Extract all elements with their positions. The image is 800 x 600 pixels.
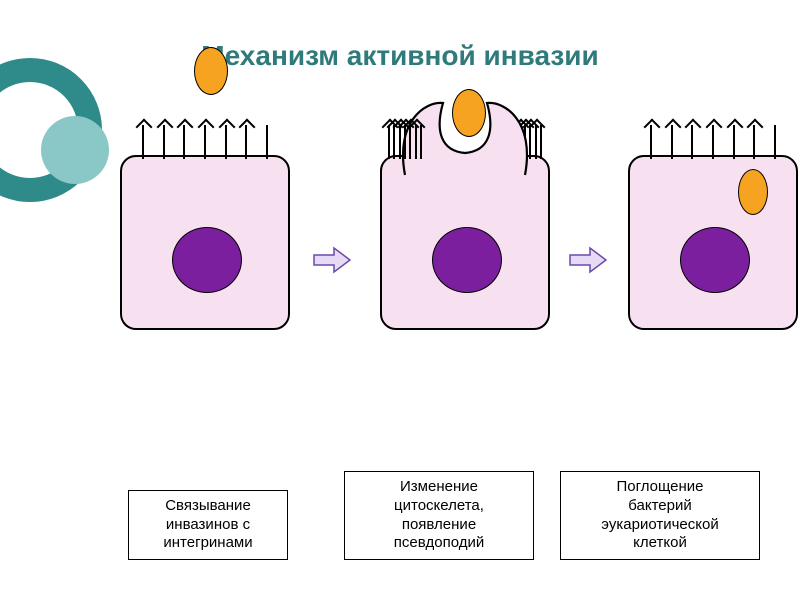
caption-1: Связываниеинвазинов синтегринами <box>128 490 288 560</box>
nucleus <box>172 227 242 293</box>
bacterium <box>738 169 768 215</box>
host-cell <box>380 155 550 330</box>
caption-line: Связывание <box>133 497 283 516</box>
receptor-comb <box>388 125 422 159</box>
caption-line: псевдоподий <box>349 534 529 553</box>
nucleus <box>680 227 750 293</box>
page-title: Механизм активной инвазии <box>0 40 800 72</box>
caption-line: бактерий <box>565 497 755 516</box>
caption-line: появление <box>349 516 529 535</box>
caption-line: Поглощение <box>565 478 755 497</box>
cell-stage-3 <box>618 155 800 330</box>
cell-stage-1 <box>110 155 300 330</box>
caption-line: Изменение <box>349 478 529 497</box>
caption-3: Поглощениебактерийэукариотическойклеткой <box>560 471 760 560</box>
nucleus <box>432 227 502 293</box>
caption-line: интегринами <box>133 534 283 553</box>
caption-line: инвазинов с <box>133 516 283 535</box>
labels-row: Связываниеинвазинов синтегринами Изменени… <box>0 450 800 570</box>
receptor-comb <box>650 125 776 159</box>
bacterium <box>194 47 228 95</box>
arrow-step-2 <box>568 245 608 275</box>
caption-2: Изменениецитоскелета,появлениепсевдоподи… <box>344 471 534 560</box>
receptor-comb <box>142 125 268 159</box>
bacterium <box>452 89 486 137</box>
caption-line: эукариотической <box>565 516 755 535</box>
host-cell <box>120 155 290 330</box>
host-cell <box>628 155 798 330</box>
caption-line: цитоскелета, <box>349 497 529 516</box>
cell-stage-2 <box>370 155 560 330</box>
arrow-step-1 <box>312 245 352 275</box>
caption-line: клеткой <box>565 534 755 553</box>
diagram-area <box>0 100 800 430</box>
